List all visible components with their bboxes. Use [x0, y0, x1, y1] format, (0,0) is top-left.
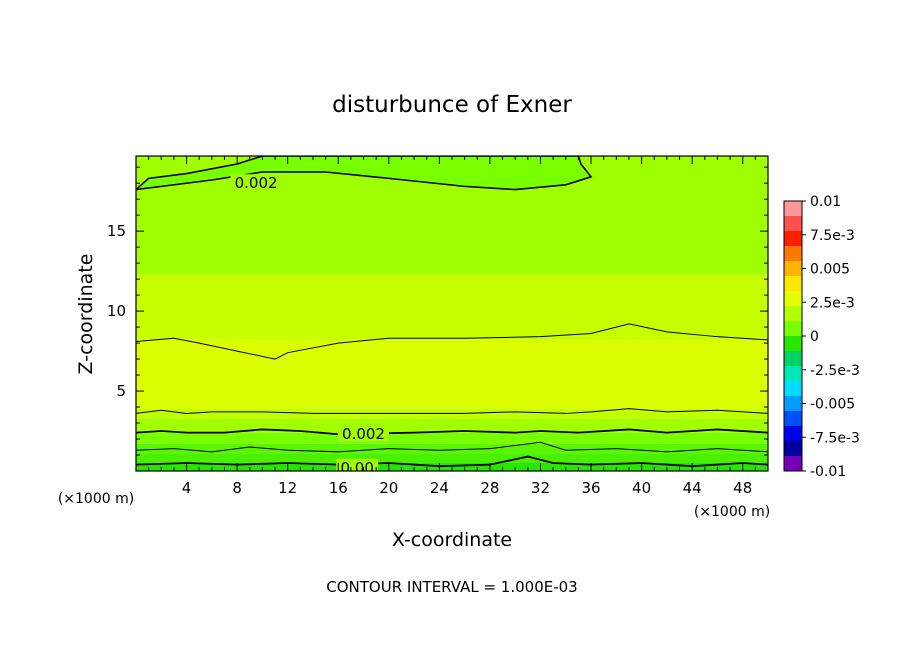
x-tick-label-9: 40	[632, 479, 651, 497]
chart-title: disturbunce of Exner	[332, 92, 572, 118]
y-axis-label: Z-coordinate	[75, 254, 97, 375]
colorbar-swatch-1	[784, 216, 802, 232]
colorbar-label-7: -7.5e-3	[810, 430, 860, 446]
colorbar-swatch-3	[784, 246, 802, 262]
y-unit-label: (×1000 m)	[58, 491, 134, 507]
x-tick-label-1: 8	[232, 479, 242, 497]
colorbar-swatch-12	[784, 381, 802, 397]
colorbar-swatch-9	[784, 336, 802, 352]
colorbar-label-2: 0.005	[810, 262, 850, 278]
colorbar-swatch-2	[784, 231, 802, 247]
colorbar-label-8: -0.01	[810, 464, 846, 480]
x-tick-label-4: 20	[379, 479, 398, 497]
contour-label-0: 0.002	[235, 174, 278, 192]
colorbar-swatch-11	[784, 366, 802, 382]
contour-line-3	[136, 441, 768, 453]
colorbar-swatch-14	[784, 411, 802, 427]
x-tick-label-11: 48	[733, 479, 752, 497]
contour-label-2: 0.00	[340, 459, 373, 477]
x-tick-label-10: 44	[683, 479, 702, 497]
colorbar-swatch-16	[784, 441, 802, 457]
colorbar-label-4: 0	[810, 329, 819, 345]
y-tick-label-0: 5	[116, 382, 126, 400]
colorbar-swatch-17	[784, 456, 802, 472]
x-tick-label-0: 4	[182, 479, 192, 497]
x-tick-label-8: 36	[581, 479, 600, 497]
x-tick-label-5: 24	[430, 479, 449, 497]
colorbar-label-3: 2.5e-3	[810, 295, 855, 311]
colorbar-swatch-7	[784, 306, 802, 322]
colorbar-label-1: 7.5e-3	[810, 228, 855, 244]
contour-line-2	[136, 428, 768, 436]
contour-label-bg-1	[338, 425, 390, 442]
x-tick-label-3: 16	[329, 479, 348, 497]
contour-label-1: 0.002	[342, 425, 385, 443]
colorbar-label-5: -2.5e-3	[810, 363, 860, 379]
y-tick-label-1: 10	[107, 302, 126, 320]
field-band-1	[136, 453, 768, 463]
field-band-6	[136, 339, 768, 409]
colorbar-swatch-0	[784, 201, 802, 217]
field-band-2	[136, 443, 768, 454]
contour-interval-footer: CONTOUR INTERVAL = 1.000E-03	[326, 578, 577, 596]
colorbar-swatch-15	[784, 426, 802, 442]
x-unit-label: (×1000 m)	[694, 504, 770, 520]
plot-area	[136, 156, 768, 471]
contour-label-bg-0	[230, 174, 282, 191]
field-band-4	[136, 418, 768, 433]
colorbar-swatch-4	[784, 261, 802, 277]
colorbar-swatch-5	[784, 276, 802, 292]
x-tick-label-7: 32	[531, 479, 550, 497]
colorbar-label-6: -0.005	[810, 397, 855, 413]
contour-line-1	[136, 408, 768, 414]
x-axis-label: X-coordinate	[392, 529, 512, 551]
colorbar-swatch-8	[784, 321, 802, 337]
x-tick-label-6: 28	[480, 479, 499, 497]
y-tick-label-2: 15	[107, 222, 126, 240]
colorbar-swatch-6	[784, 291, 802, 307]
field-band-3	[136, 432, 768, 444]
colorbar-label-0: 0.01	[810, 194, 841, 210]
field-band-7	[136, 274, 768, 340]
contour-label-bg-2	[336, 458, 379, 471]
colorbar-swatch-13	[784, 396, 802, 412]
contour-line-0	[136, 323, 768, 360]
x-tick-label-2: 12	[278, 479, 297, 497]
colorbar-swatch-10	[784, 351, 802, 367]
colorbar: 0.01 7.5e-3 0.005 2.5e-3 0 -2.5e-3 -0.005 -7.5e…	[783, 194, 860, 480]
